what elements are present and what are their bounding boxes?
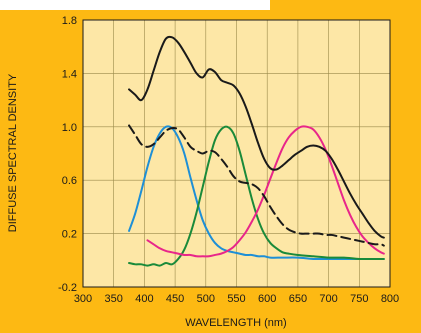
y-tick-label: 0.2 <box>62 229 77 241</box>
tick-labels: 300 350 400 450 500 550 600 650 700 750 800 -0.2 0.2… <box>58 15 399 305</box>
x-tick-label: 750 <box>350 293 368 305</box>
y-tick-label: 1.0 <box>62 122 77 134</box>
x-tick-label: 350 <box>105 293 123 305</box>
y-axis-label: DIFFUSE SPECTRAL DENSITY <box>7 73 19 232</box>
x-tick-label: 400 <box>135 293 153 305</box>
x-tick-label: 450 <box>166 293 184 305</box>
x-tick-label: 300 <box>74 293 92 305</box>
series-layer <box>128 35 385 267</box>
series-line-blue <box>128 125 385 261</box>
y-tick-label: 0.6 <box>62 175 77 187</box>
series-line-total <box>128 35 385 239</box>
y-tick-label: 1.8 <box>62 15 77 27</box>
series-line-green <box>128 125 385 267</box>
x-tick-label: 650 <box>289 293 307 305</box>
x-axis-label: WAVELENGTH (nm) <box>185 317 286 329</box>
series-line-dashed <box>128 124 385 247</box>
x-tick-label: 700 <box>319 293 337 305</box>
top-white-band <box>0 0 270 10</box>
x-tick-label: 500 <box>197 293 215 305</box>
plot-border <box>82 19 391 288</box>
y-tick-label: -0.2 <box>58 282 77 294</box>
x-tick-label: 550 <box>227 293 245 305</box>
y-tick-label: 1.4 <box>62 68 77 80</box>
series-line-magenta <box>146 125 385 258</box>
x-tick-label: 800 <box>381 293 399 305</box>
x-tick-label: 600 <box>258 293 276 305</box>
